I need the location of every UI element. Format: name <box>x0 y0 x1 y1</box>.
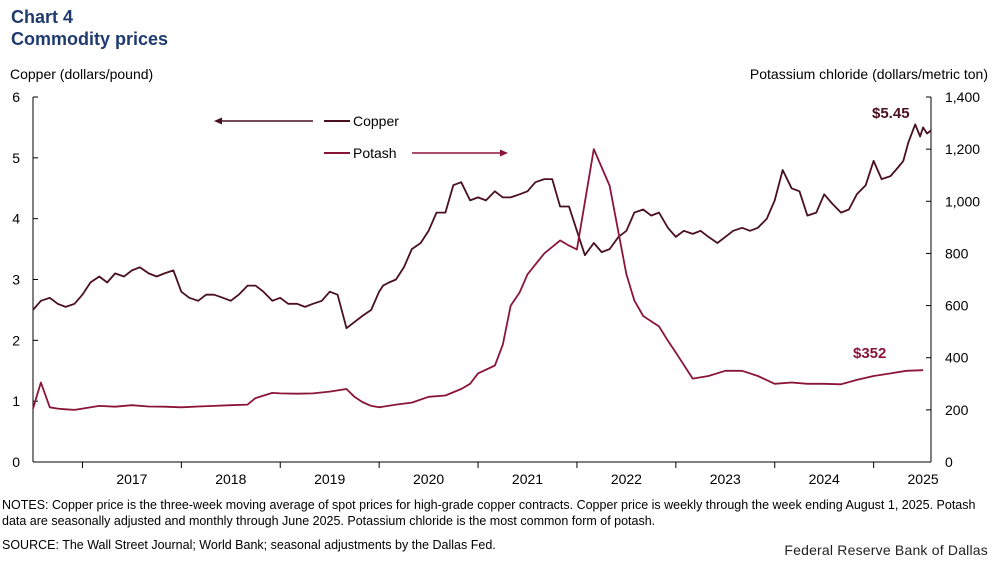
left-tick-label: 0 <box>12 454 20 470</box>
right-axis-label: Potassium chloride (dollars/metric ton) <box>750 66 988 82</box>
x-tick-label: 2018 <box>215 471 246 487</box>
right-tick-label: 600 <box>945 298 969 314</box>
copper-legend-label: Copper <box>353 113 399 129</box>
copper-series-line <box>32 123 932 330</box>
left-tick-label: 2 <box>12 332 20 348</box>
left-tick-label: 1 <box>12 393 20 409</box>
chart-legend: Copper Potash <box>214 113 508 161</box>
commodity-prices-chart: Copper (dollars/pound) Potassium chlorid… <box>10 66 988 487</box>
chart-source: SOURCE: The Wall Street Journal; World B… <box>2 538 496 552</box>
x-tick-label: 2022 <box>611 471 642 487</box>
potash-last-value-label: $352 <box>853 345 886 362</box>
right-tick-label: 800 <box>945 245 969 261</box>
right-tick-label: 1,400 <box>945 89 980 105</box>
x-tick-label: 2017 <box>116 471 147 487</box>
right-tick-label: 1,000 <box>945 193 980 209</box>
chart-title-block: Chart 4 Commodity prices <box>11 6 168 50</box>
right-tick-label: 400 <box>945 350 969 366</box>
x-tick-label: 2024 <box>809 471 840 487</box>
right-tick-label: 0 <box>945 454 953 470</box>
chart-title: Commodity prices <box>11 29 169 49</box>
potash-legend-arrowhead <box>500 149 508 157</box>
copper-last-value-label: $5.45 <box>872 105 910 122</box>
left-tick-label: 3 <box>12 272 20 288</box>
right-tick-label: 200 <box>945 402 969 418</box>
chart-annotations: $5.45 $352 <box>853 105 910 362</box>
chart-notes: NOTES: Copper price is the three-week mo… <box>2 498 976 528</box>
x-tick-label: 2023 <box>710 471 741 487</box>
x-tick-label: 2020 <box>413 471 444 487</box>
chart-number-label: Chart 4 <box>11 7 74 27</box>
left-tick-label: 5 <box>12 150 20 166</box>
x-tick-label: 2019 <box>314 471 345 487</box>
potash-legend-label: Potash <box>353 145 397 161</box>
copper-legend-arrowhead <box>214 117 222 125</box>
x-tick-label: 2025 <box>908 471 939 487</box>
left-axis-label: Copper (dollars/pound) <box>10 66 153 82</box>
x-tick-label: 2021 <box>512 471 543 487</box>
right-tick-label: 1,200 <box>945 141 980 157</box>
left-tick-label: 4 <box>12 211 20 227</box>
publisher-credit: Federal Reserve Bank of Dallas <box>784 542 988 558</box>
potash-series-line <box>32 148 924 411</box>
chart-axes: 0 1 2 3 4 5 6 0 200 400 600 800 1,000 1,200 1,400 2017 2… <box>12 89 980 487</box>
chart-series <box>32 123 932 411</box>
left-tick-label: 6 <box>12 89 20 105</box>
